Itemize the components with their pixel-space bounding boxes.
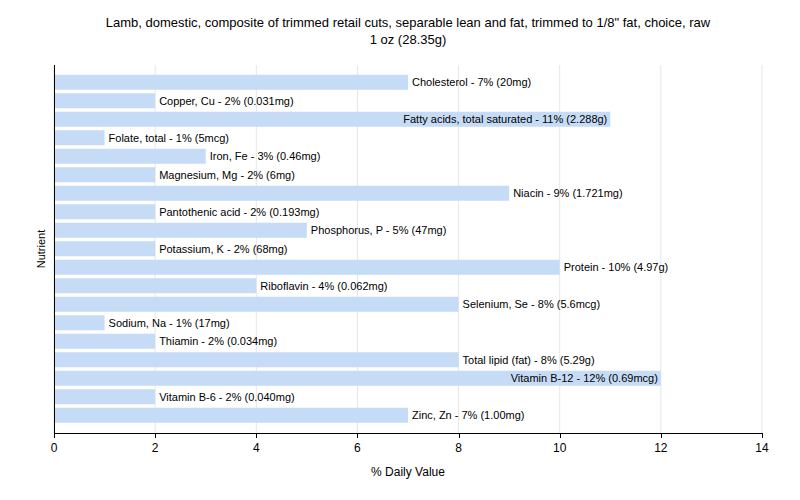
x-tick — [256, 433, 257, 438]
bar — [54, 371, 661, 386]
category-label: Niacin - 9% (1.721mg) — [513, 187, 622, 199]
category-label: Cholesterol - 7% (20mg) — [412, 76, 531, 88]
bar-labels: Cholesterol - 7% (20mg) Copper, Cu - 2% (… — [109, 76, 669, 421]
y-axis-label: Nutrient — [35, 230, 47, 269]
bar — [54, 130, 105, 145]
category-label: Sodium, Na - 1% (17mg) — [109, 317, 230, 329]
subtitle: 1 oz (28.35g) — [370, 32, 447, 47]
x-tick — [357, 433, 358, 438]
category-label: Vitamin B-6 - 2% (0.040mg) — [159, 391, 295, 403]
plot-area — [54, 65, 762, 433]
category-label: Folate, total - 1% (5mcg) — [109, 132, 229, 144]
category-label: Protein - 10% (4.97g) — [564, 261, 669, 273]
y-axis — [54, 65, 55, 433]
x-axis-label: % Daily Value — [371, 465, 445, 479]
bar — [54, 186, 509, 201]
category-label: Copper, Cu - 2% (0.031mg) — [159, 95, 294, 107]
bar — [54, 112, 610, 127]
bar — [54, 278, 256, 293]
bar — [54, 75, 408, 90]
x-tick-label: 2 — [152, 441, 159, 455]
bar — [54, 334, 155, 349]
bar — [54, 408, 408, 423]
bar — [54, 204, 155, 219]
category-label: Fatty acids, total saturated - 11% (2.28… — [403, 113, 607, 125]
category-label: Phosphorus, P - 5% (47mg) — [311, 224, 447, 236]
category-label: Zinc, Zn - 7% (1.00mg) — [412, 409, 524, 421]
bars — [54, 75, 661, 423]
bar — [54, 93, 155, 108]
title: Lamb, domestic, composite of trimmed ret… — [106, 15, 711, 30]
x-tick — [762, 433, 763, 438]
bar — [54, 297, 459, 312]
category-label: Potassium, K - 2% (68mg) — [159, 243, 287, 255]
x-tick — [155, 433, 156, 438]
x-tick-label: 4 — [253, 441, 260, 455]
bar — [54, 260, 560, 275]
bar — [54, 223, 307, 238]
category-label: Riboflavin - 4% (0.062mg) — [260, 280, 387, 292]
x-tick — [54, 433, 55, 438]
chart: Cholesterol - 7% (20mg) Copper, Cu - 2% (… — [0, 0, 800, 500]
bar — [54, 167, 155, 182]
bar — [54, 389, 155, 404]
x-tick-label: 6 — [354, 441, 361, 455]
x-tick — [560, 433, 561, 438]
x-tick-label: 14 — [755, 441, 769, 455]
category-label: Iron, Fe - 3% (0.46mg) — [210, 150, 321, 162]
bar — [54, 315, 105, 330]
category-label: Total lipid (fat) - 8% (5.29g) — [463, 354, 595, 366]
category-label: Thiamin - 2% (0.034mg) — [159, 335, 277, 347]
grid-line — [762, 65, 763, 433]
background — [0, 0, 800, 500]
category-label: Selenium, Se - 8% (5.6mcg) — [463, 298, 601, 310]
x-tick-label: 8 — [455, 441, 462, 455]
category-label: Vitamin B-12 - 12% (0.69mcg) — [511, 372, 658, 384]
bar — [54, 241, 155, 256]
x-tick-label: 12 — [654, 441, 668, 455]
category-label: Magnesium, Mg - 2% (6mg) — [159, 169, 295, 181]
x-tick-label: 10 — [553, 441, 567, 455]
bar — [54, 149, 206, 164]
x-axis — [54, 433, 762, 434]
x-tick-label: 0 — [51, 441, 58, 455]
category-label: Pantothenic acid - 2% (0.193mg) — [159, 206, 319, 218]
x-tick — [459, 433, 460, 438]
grid-line — [54, 65, 55, 433]
x-tick — [661, 433, 662, 438]
bar — [54, 352, 459, 367]
